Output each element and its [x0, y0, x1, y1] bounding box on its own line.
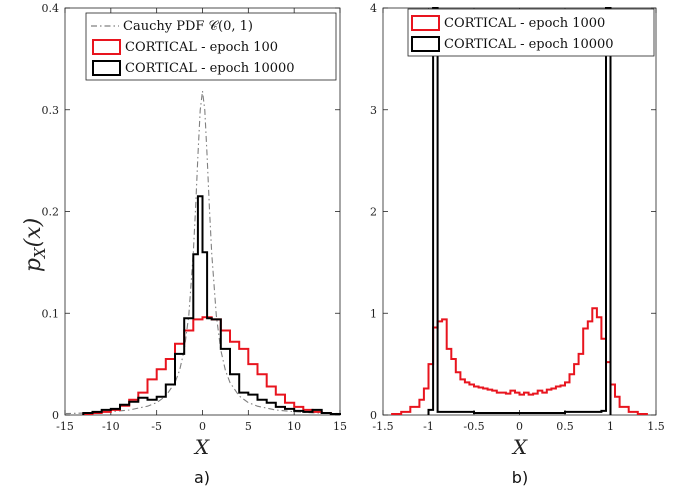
y-tick-label: 0.1: [42, 307, 60, 320]
legend-label: Cauchy PDF 𝒞(0, 1): [123, 19, 253, 34]
x-tick-label: -0.5: [463, 420, 484, 433]
y-tick-label: 0: [52, 409, 59, 422]
legend-label: CORTICAL - epoch 1000: [444, 16, 605, 31]
x-tick-label: 10: [287, 420, 301, 433]
y-tick-label: 0: [370, 409, 377, 422]
y-tick-label: 4: [370, 2, 377, 15]
y-tick-label: 0.3: [42, 104, 60, 117]
panel-label: a): [194, 468, 210, 487]
legend-label: CORTICAL - epoch 10000: [125, 61, 295, 76]
y-tick-label: 0.2: [42, 206, 60, 219]
x-tick-label: -15: [56, 420, 74, 433]
x-axis-label: X: [511, 435, 528, 459]
x-tick-label: 0.5: [556, 420, 574, 433]
legend-label: CORTICAL - epoch 100: [125, 40, 278, 55]
y-tick-label: 2: [370, 206, 377, 219]
a-ticks: -15 -10 -5 0 5 10 15 0 0.1 0.2 0.3 0.4: [42, 2, 348, 433]
x-axis-label: X: [193, 435, 210, 459]
y-tick-label: 0.4: [42, 2, 60, 15]
x-tick-label: 15: [333, 420, 347, 433]
x-tick-label: 5: [245, 420, 252, 433]
legend-swatch-epoch10000: [92, 60, 121, 76]
series-step-1: [82, 316, 341, 415]
y-tick-label: 3: [370, 104, 377, 117]
x-tick-label: -1: [423, 420, 434, 433]
a-series: [64, 91, 341, 415]
legend-swatch-epoch10000: [411, 36, 440, 52]
series-step-1: [427, 7, 612, 415]
x-tick-label: 1.5: [647, 420, 665, 433]
b-series: [391, 7, 648, 415]
y-tick-label: 1: [370, 307, 377, 320]
legend-label: CORTICAL - epoch 10000: [444, 37, 614, 52]
panel-label: b): [512, 468, 528, 487]
legend: Cauchy PDF 𝒞(0, 1) CORTICAL - epoch 100 …: [85, 12, 337, 81]
x-tick-label: 0: [199, 420, 206, 433]
legend: CORTICAL - epoch 1000 CORTICAL - epoch 1…: [407, 8, 655, 57]
series-line-cauchy: [64, 91, 341, 415]
legend-swatch-epoch1000: [411, 15, 440, 31]
plot-frame: [382, 7, 657, 416]
panel-b: -1.5 -1 -0.5 0 0.5 1 1.5 0 1 2 3 4 CORTICAL - epoch…: [370, 2, 665, 487]
x-tick-label: -1.5: [372, 420, 393, 433]
legend-swatch-epoch100: [92, 39, 121, 55]
series-step-0: [391, 307, 648, 415]
x-tick-label: -10: [102, 420, 120, 433]
b-ticks: -1.5 -1 -0.5 0 0.5 1 1.5 0 1 2 3 4: [370, 2, 665, 433]
series-step-2: [82, 195, 341, 415]
panel-a: -15 -10 -5 0 5 10 15 0 0.1 0.2 0.3 0.4 Cauchy PDF 𝒞…: [21, 2, 347, 487]
x-tick-label: 0: [516, 420, 523, 433]
x-tick-label: -5: [151, 420, 162, 433]
y-axis-label: pX(x): [21, 218, 49, 272]
x-tick-label: 1: [607, 420, 614, 433]
